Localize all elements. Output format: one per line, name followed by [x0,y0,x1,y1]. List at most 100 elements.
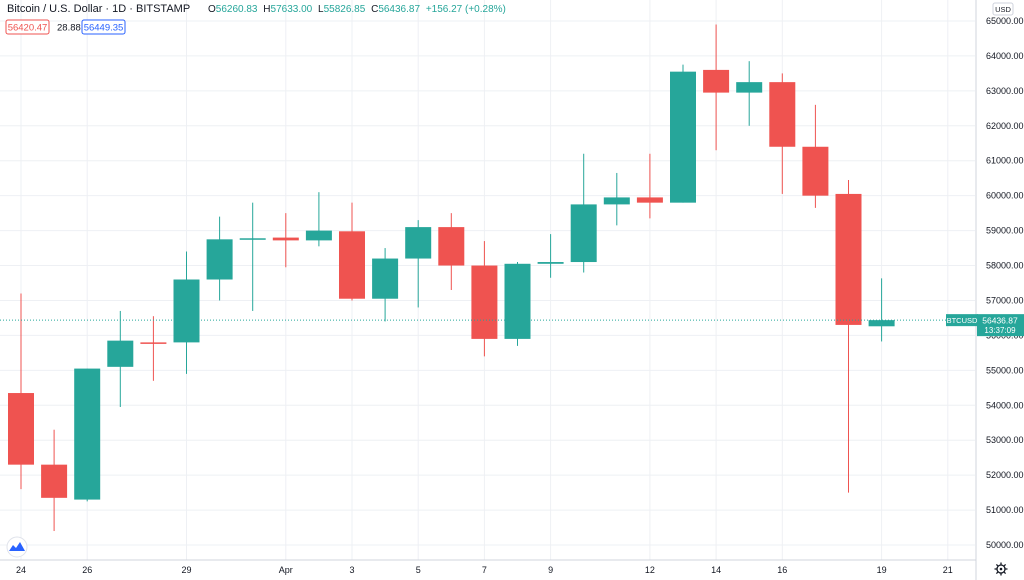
last-symbol-text: BTCUSD [947,316,978,325]
time-tick-label: 21 [943,565,953,575]
price-tick-label: 63000.00 [986,86,1024,96]
time-axis[interactable]: 24 26 29 Apr 3 5 7 9 12 14 16 19 21 [0,559,976,575]
time-tick-label: 5 [416,565,421,575]
gear-icon[interactable] [994,562,1008,576]
candle [372,248,399,322]
price-tick-label: 62000.00 [986,121,1024,131]
time-tick-label: 14 [711,565,721,575]
price-tick-label: 61000.00 [986,156,1024,166]
candle-body [206,239,233,280]
candle [438,213,465,290]
candle [802,104,829,208]
candle [239,202,266,311]
candle-body [272,237,299,241]
countdown-text: 13:37:09 [984,326,1016,335]
ohlc-readout: O56260.83 H57633.00 L55826.85 C56436.87 … [208,4,506,15]
change-value: +156.27 (+0.28%) [426,4,506,15]
candle-body [438,227,465,266]
candle-body [8,393,34,465]
price-tick-label: 51000.00 [986,505,1024,515]
candle-body [802,146,829,196]
price-tick-label: 64000.00 [986,51,1024,61]
candle [736,61,763,126]
candle [603,172,630,226]
currency-badge[interactable]: USD [992,2,1014,16]
currency-label: USD [995,5,1011,14]
candle-body [140,342,167,344]
candle-body [504,263,531,339]
candle [537,234,564,278]
price-axis[interactable]: 50000.00 51000.00 52000.00 53000.00 54000.00… [975,0,1024,580]
candle [405,220,432,308]
candle [471,241,498,357]
price-tick-label: 55000.00 [986,365,1024,375]
candle-body [305,230,332,241]
bid-value: 56420.47 [8,23,48,34]
time-tick-label: 9 [548,565,553,575]
close-value: 56436.87 [378,4,420,15]
candle [504,262,531,346]
time-tick-label: 19 [877,565,887,575]
time-tick-label: 29 [181,565,191,575]
candle-body [736,82,763,93]
tradingview-logo-icon[interactable] [6,536,28,558]
candle-body [570,204,597,263]
candle [305,192,332,247]
candle [570,153,597,273]
bid-badge[interactable]: 56420.47 [5,19,50,35]
price-tick-label: 57000.00 [986,295,1024,305]
symbol-title[interactable]: Bitcoin / U.S. Dollar · 1D · BITSTAMP [7,3,190,15]
ask-badge[interactable]: 56449.35 [81,19,126,35]
candle-body [239,238,266,240]
candle-body [173,279,200,343]
candle-body [537,262,564,264]
last-symbol-badge: BTCUSD [946,314,978,327]
candle [339,202,365,301]
ask-value: 56449.35 [84,23,124,34]
time-tick-label: 7 [482,565,487,575]
candle [206,216,233,301]
time-tick-label: 24 [16,565,26,575]
candle [173,251,200,374]
time-tick-label: Apr [279,565,293,575]
spread-value: 28.88 [57,23,81,34]
candle-body [41,464,68,498]
time-tick-label: 12 [645,565,655,575]
candle [140,316,167,381]
last-price-bg [977,314,1024,337]
candle-body [835,193,862,325]
candle [8,293,34,490]
last-symbol-bg [946,314,978,327]
candle [703,24,730,151]
high-value: 57633.00 [271,4,313,15]
price-tick-label: 50000.00 [986,540,1024,550]
low-label: L [318,4,324,15]
price-tick-label: 54000.00 [986,400,1024,410]
candle-body [405,227,432,259]
candles[interactable] [8,24,895,532]
candle-body [339,231,365,299]
candle-body [471,265,498,339]
price-tick-label: 60000.00 [986,191,1024,201]
price-tick-label: 58000.00 [986,261,1024,271]
candle-body [636,197,663,203]
candle-body [670,71,696,203]
low-value: 55826.85 [324,4,366,15]
price-tick-label: 65000.00 [986,16,1024,26]
price-tick-label: 53000.00 [986,435,1024,445]
open-label: O [208,4,216,15]
candle [835,179,862,493]
candle [868,278,895,342]
candle-body [868,320,895,327]
high-label: H [263,4,270,15]
candle-body [603,197,630,205]
time-tick-label: 26 [82,565,92,575]
candle-body [74,368,101,500]
candle [670,64,696,203]
candle [41,429,68,532]
chart-legend[interactable]: Bitcoin / U.S. Dollar · 1D · BITSTAMP O5… [5,3,506,35]
time-tick-label: 3 [349,565,354,575]
candle [107,310,134,408]
